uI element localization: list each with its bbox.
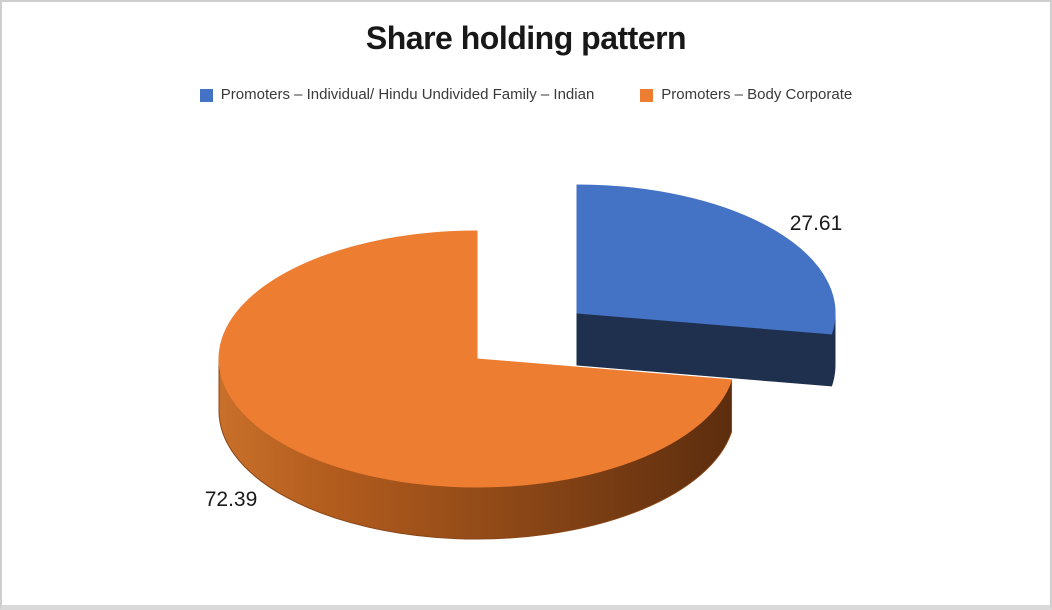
legend-item-promoters-body-corporate[interactable]: Promoters – Body Corporate	[640, 86, 852, 103]
pie-slice-orange-top[interactable]	[218, 230, 733, 488]
pie-slices	[218, 184, 836, 540]
chart-title: Share holding pattern	[365, 20, 687, 56]
legend-item-promoters-individual[interactable]: Promoters – Individual/ Hindu Undivided …	[199, 86, 595, 103]
pie-slice-blue-top[interactable]	[576, 184, 836, 335]
legend-swatch-blue-icon	[199, 88, 213, 102]
legend-label-promoters-body-corporate: Promoters – Body Corporate	[661, 86, 853, 103]
legend-label-promoters-individual: Promoters – Individual/ Hindu Undivided …	[220, 86, 595, 103]
legend: Promoters – Individual/ Hindu Undivided …	[2, 86, 1050, 103]
data-label-orange-slice: 72.39	[204, 488, 258, 511]
data-label-blue-slice: 27.61	[789, 212, 843, 235]
legend-swatch-orange-icon	[640, 88, 654, 102]
